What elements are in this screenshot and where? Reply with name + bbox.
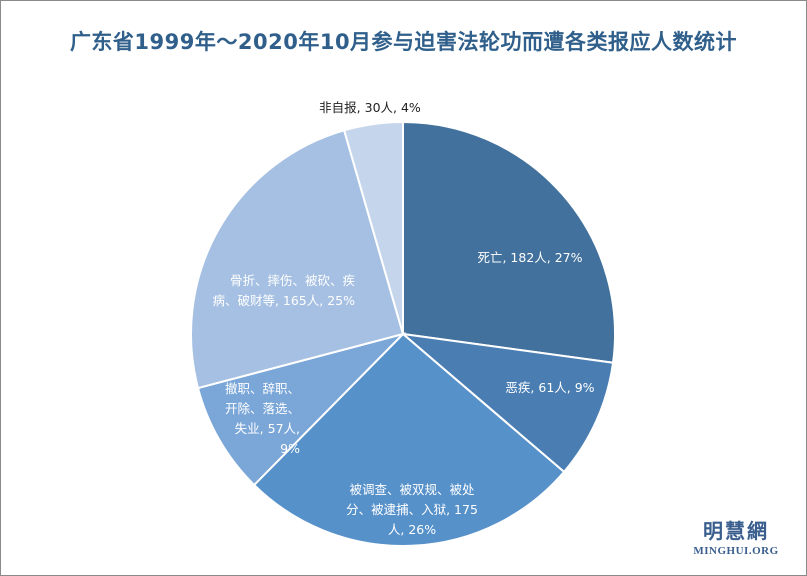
chart-title: 广东省1999年～2020年10月参与迫害法轮功而遭各类报应人数统计 [69, 30, 738, 54]
slice-label-4: 撤职、辞职、开除、落选、失业, 57人, 9% [225, 381, 300, 456]
pie-slice-4 [196, 332, 407, 487]
pie-slice-1 [402, 120, 616, 364]
slice-label-3: 被调查、被双规、被处分、被逮捕、入狱, 175 人, 26% [346, 482, 478, 537]
slice-label-1: 死亡, 182人, 27% [477, 250, 582, 265]
slice-label-5: 骨折、摔伤、被砍、疾病、破财等, 165人, 25% [212, 273, 355, 308]
slice-label-6: 非自报, 30人, 4% [319, 100, 421, 115]
slice-label-2: 恶疾, 61人, 9% [505, 380, 594, 395]
logo-chinese: 明慧網 [703, 519, 769, 543]
pie-slice-3 [252, 332, 566, 547]
pie-slice-6 [342, 120, 404, 335]
logo-english: MINGHUI.ORG [693, 545, 779, 557]
pie-slice-5 [190, 129, 405, 390]
pie-slice-2 [399, 332, 615, 474]
minghui-logo: 明慧網 MINGHUI.ORG [688, 515, 784, 557]
